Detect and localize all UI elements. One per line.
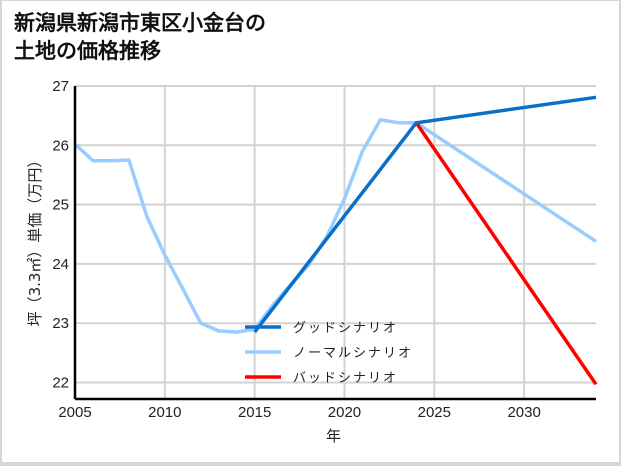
x-tick-label: 2025 bbox=[418, 404, 451, 421]
y-tick-label: 25 bbox=[52, 197, 69, 214]
series-lines bbox=[73, 95, 598, 386]
x-tick-label: 2015 bbox=[238, 404, 271, 421]
grid-lines bbox=[75, 85, 596, 399]
y-axis-label: 坪（3.3㎡）単価（万円） bbox=[26, 153, 44, 327]
series-line-2 bbox=[414, 121, 598, 386]
legend-label: バッドシナリオ bbox=[293, 371, 398, 386]
y-tick-label: 24 bbox=[52, 256, 69, 273]
y-tick-label: 27 bbox=[52, 78, 69, 95]
axes bbox=[73, 86, 596, 401]
x-tick-label: 2010 bbox=[148, 404, 181, 421]
x-axis-label: 年 bbox=[326, 427, 341, 445]
y-tick-label: 22 bbox=[52, 375, 69, 392]
series-line-0 bbox=[253, 95, 597, 334]
x-tick-label: 2020 bbox=[328, 404, 361, 421]
tick-labels: 22 23 24 25 26 27 2005 2010 2015 2020 2025 2030 bbox=[52, 78, 541, 421]
title-line-2: 土地の価格推移 bbox=[14, 39, 161, 63]
title-line-1: 新潟県新潟市東区小金台の bbox=[14, 11, 266, 35]
y-tick-label: 26 bbox=[52, 137, 69, 154]
series-line-1 bbox=[73, 118, 597, 334]
y-tick-label: 23 bbox=[52, 315, 69, 332]
x-tick-label: 2030 bbox=[507, 404, 540, 421]
x-tick-label: 2005 bbox=[58, 404, 91, 421]
legend-label: ノーマルシナリオ bbox=[293, 346, 413, 361]
chart-title: 新潟県新潟市東区小金台の 土地の価格推移 bbox=[14, 9, 266, 65]
legend-label: グッドシナリオ bbox=[293, 321, 398, 336]
